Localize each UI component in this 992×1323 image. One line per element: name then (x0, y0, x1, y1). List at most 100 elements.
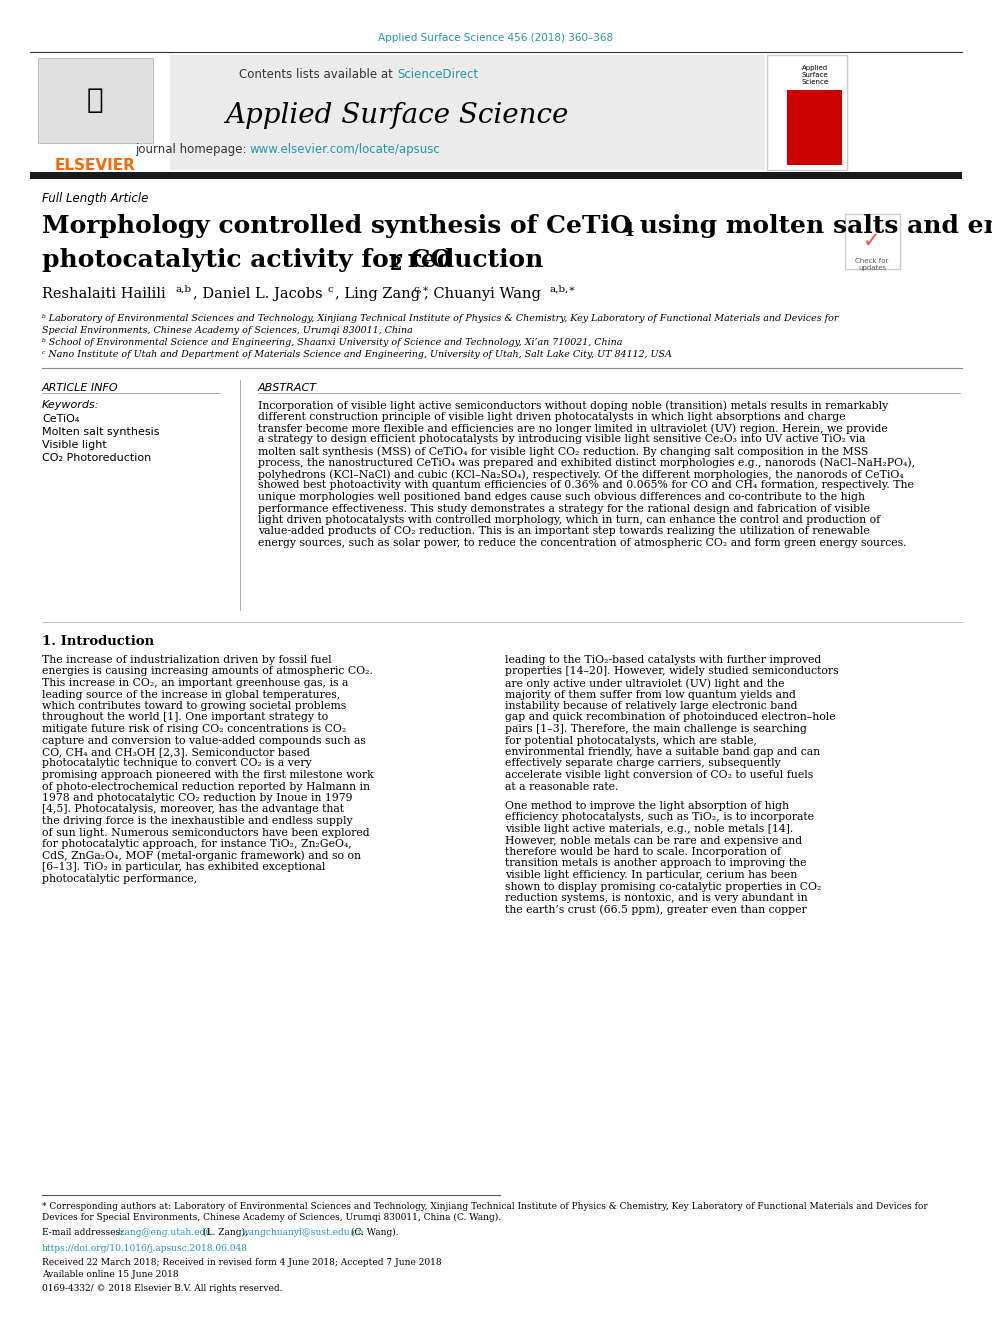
Text: However, noble metals can be rare and expensive and: However, noble metals can be rare and ex… (505, 836, 803, 845)
Bar (30, 56, 170, 169)
Text: majority of them suffer from low quantum yields and: majority of them suffer from low quantum… (505, 689, 796, 700)
Text: process, the nanostructured CeTiO₄ was prepared and exhibited distinct morpholog: process, the nanostructured CeTiO₄ was p… (258, 458, 916, 468)
Text: The increase of industrialization driven by fossil fuel: The increase of industrialization driven… (42, 655, 331, 665)
Text: a strategy to design efficient photocatalysts by introducing visible light sensi: a strategy to design efficient photocata… (258, 434, 865, 445)
Text: visible light efficiency. In particular, cerium has been: visible light efficiency. In particular,… (505, 871, 798, 880)
Bar (30, 172, 962, 179)
Text: environmental friendly, have a suitable band gap and can: environmental friendly, have a suitable … (505, 747, 820, 757)
Text: This increase in CO₂, an important greenhouse gas, is a: This increase in CO₂, an important green… (42, 677, 348, 688)
Text: (L. Zang),: (L. Zang), (200, 1228, 251, 1237)
Text: CeTiO₄: CeTiO₄ (42, 414, 79, 423)
Text: journal homepage:: journal homepage: (135, 143, 250, 156)
Text: Morphology controlled synthesis of CeTiO: Morphology controlled synthesis of CeTiO (42, 214, 632, 238)
Text: Applied Surface Science 456 (2018) 360–368: Applied Surface Science 456 (2018) 360–3… (378, 33, 614, 44)
Text: instability because of relatively large electronic band: instability because of relatively large … (505, 701, 798, 710)
Text: unique morphologies well positioned band edges cause such obvious differences an: unique morphologies well positioned band… (258, 492, 865, 501)
Text: 1. Introduction: 1. Introduction (42, 635, 154, 648)
Text: photocatalytic performance,: photocatalytic performance, (42, 873, 197, 884)
Text: are only active under ultraviolet (UV) light and the: are only active under ultraviolet (UV) l… (505, 677, 785, 688)
Text: , Ling Zang: , Ling Zang (335, 287, 421, 302)
Text: for photocatalytic approach, for instance TiO₂, Zn₂GeO₄,: for photocatalytic approach, for instanc… (42, 839, 352, 849)
Text: Reshalaiti Hailili: Reshalaiti Hailili (42, 287, 166, 302)
Text: efficiency photocatalysts, such as TiO₂, is to incorporate: efficiency photocatalysts, such as TiO₂,… (505, 812, 814, 823)
Text: Keywords:: Keywords: (42, 400, 99, 410)
Text: 🌿: 🌿 (86, 86, 103, 114)
Text: ᵇ Laboratory of Environmental Sciences and Technology, Xinjiang Technical Instit: ᵇ Laboratory of Environmental Sciences a… (42, 314, 838, 323)
Text: 4: 4 (621, 222, 634, 239)
Text: mitigate future risk of rising CO₂ concentrations is CO₂: mitigate future risk of rising CO₂ conce… (42, 724, 346, 734)
Text: Applied Surface Science: Applied Surface Science (225, 102, 568, 130)
Text: effectively separate charge carriers, subsequently: effectively separate charge carriers, su… (505, 758, 781, 769)
Text: [6–13]. TiO₂ in particular, has exhibited exceptional: [6–13]. TiO₂ in particular, has exhibite… (42, 863, 325, 872)
Text: lzang@eng.utah.edu: lzang@eng.utah.edu (118, 1228, 212, 1237)
Text: properties [14–20]. However, widely studied semiconductors: properties [14–20]. However, widely stud… (505, 667, 838, 676)
Text: value-added products of CO₂ reduction. This is an important step towards realizi: value-added products of CO₂ reduction. T… (258, 527, 870, 537)
Text: ᵇ School of Environmental Science and Engineering, Shaanxi University of Science: ᵇ School of Environmental Science and En… (42, 337, 622, 347)
Text: pairs [1–3]. Therefore, the main challenge is searching: pairs [1–3]. Therefore, the main challen… (505, 724, 806, 734)
Text: c: c (328, 284, 333, 294)
Text: reduction systems, is nontoxic, and is very abundant in: reduction systems, is nontoxic, and is v… (505, 893, 807, 904)
Text: Molten salt synthesis: Molten salt synthesis (42, 427, 160, 437)
Text: 2: 2 (390, 255, 403, 274)
Text: https://doi.org/10.1016/j.apsusc.2018.06.048: https://doi.org/10.1016/j.apsusc.2018.06… (42, 1244, 248, 1253)
Text: energies is causing increasing amounts of atmospheric CO₂.: energies is causing increasing amounts o… (42, 667, 373, 676)
Text: ELSEVIER: ELSEVIER (55, 157, 136, 173)
Text: Available online 15 June 2018: Available online 15 June 2018 (42, 1270, 179, 1279)
Bar (767, 56, 847, 169)
Text: www.elsevier.com/locate/apsusc: www.elsevier.com/locate/apsusc (250, 143, 440, 156)
Text: visible light active materials, e.g., noble metals [14].: visible light active materials, e.g., no… (505, 824, 794, 833)
Text: transition metals is another approach to improving the: transition metals is another approach to… (505, 859, 806, 868)
Text: which contributes toward to growing societal problems: which contributes toward to growing soci… (42, 701, 346, 710)
Text: ARTICLE INFO: ARTICLE INFO (42, 382, 119, 393)
Text: 0169-4332/ © 2018 Elsevier B.V. All rights reserved.: 0169-4332/ © 2018 Elsevier B.V. All righ… (42, 1285, 283, 1293)
Text: showed best photoactivity with quantum efficiencies of 0.36% and 0.065% for CO a: showed best photoactivity with quantum e… (258, 480, 914, 491)
Text: Contents lists available at: Contents lists available at (239, 67, 397, 81)
Text: Check for
updates: Check for updates (855, 258, 889, 271)
Text: One method to improve the light absorption of high: One method to improve the light absorpti… (505, 800, 789, 811)
Text: CO, CH₄ and CH₃OH [2,3]. Semiconductor based: CO, CH₄ and CH₃OH [2,3]. Semiconductor b… (42, 747, 310, 757)
Bar (845, 214, 900, 269)
Text: polyhedrons (KCl–NaCl) and cubic (KCl–Na₂SO₄), respectively. Of the different mo: polyhedrons (KCl–NaCl) and cubic (KCl–Na… (258, 468, 904, 479)
Text: Visible light: Visible light (42, 441, 107, 450)
Text: at a reasonable rate.: at a reasonable rate. (505, 782, 618, 791)
Text: the driving force is the inexhaustible and endless supply: the driving force is the inexhaustible a… (42, 816, 352, 826)
Text: throughout the world [1]. One important strategy to: throughout the world [1]. One important … (42, 713, 328, 722)
Text: E-mail addresses:: E-mail addresses: (42, 1228, 126, 1237)
Text: leading source of the increase in global temperatures,: leading source of the increase in global… (42, 689, 340, 700)
Text: * Corresponding authors at: Laboratory of Environmental Sciences and Technology,: * Corresponding authors at: Laboratory o… (42, 1203, 928, 1211)
Text: therefore would be hard to scale. Incorporation of: therefore would be hard to scale. Incorp… (505, 847, 781, 857)
Text: of sun light. Numerous semiconductors have been explored: of sun light. Numerous semiconductors ha… (42, 827, 370, 837)
Bar (38, 58, 153, 143)
Text: performance effectiveness. This study demonstrates a strategy for the rational d: performance effectiveness. This study de… (258, 504, 870, 513)
Text: 1978 and photocatalytic CO₂ reduction by Inoue in 1979: 1978 and photocatalytic CO₂ reduction by… (42, 792, 352, 803)
Text: a,b: a,b (176, 284, 192, 294)
Text: wangchuanyi@sust.edu.cn: wangchuanyi@sust.edu.cn (242, 1228, 364, 1237)
Text: capture and conversion to value-added compounds such as: capture and conversion to value-added co… (42, 736, 366, 745)
Text: (C. Wang).: (C. Wang). (348, 1228, 399, 1237)
Text: ABSTRACT: ABSTRACT (258, 382, 317, 393)
Text: CdS, ZnGa₂O₄, MOF (metal-organic framework) and so on: CdS, ZnGa₂O₄, MOF (metal-organic framewo… (42, 851, 361, 861)
Text: CO₂ Photoreduction: CO₂ Photoreduction (42, 452, 151, 463)
Text: , Chuanyi Wang: , Chuanyi Wang (424, 287, 541, 302)
Text: photocatalytic technique to convert CO₂ is a very: photocatalytic technique to convert CO₂ … (42, 758, 311, 769)
Bar (30, 56, 765, 169)
Text: light driven photocatalysts with controlled morphology, which in turn, can enhan: light driven photocatalysts with control… (258, 515, 880, 525)
Text: Received 22 March 2018; Received in revised form 4 June 2018; Accepted 7 June 20: Received 22 March 2018; Received in revi… (42, 1258, 441, 1267)
Text: transfer become more flexible and efficiencies are no longer limited in ultravio: transfer become more flexible and effici… (258, 423, 888, 434)
Text: ScienceDirect: ScienceDirect (397, 67, 478, 81)
Text: different construction principle of visible light driven photocatalysts in which: different construction principle of visi… (258, 411, 845, 422)
Text: [4,5]. Photocatalysis, moreover, has the advantage that: [4,5]. Photocatalysis, moreover, has the… (42, 804, 344, 815)
Text: using molten salts and enhanced: using molten salts and enhanced (631, 214, 992, 238)
Text: gap and quick recombination of photoinduced electron–hole: gap and quick recombination of photoindu… (505, 713, 835, 722)
Bar (787, 90, 842, 165)
Text: Applied
Surface
Science: Applied Surface Science (802, 65, 828, 85)
Text: energy sources, such as solar power, to reduce the concentration of atmospheric : energy sources, such as solar power, to … (258, 538, 907, 548)
Text: of photo-electrochemical reduction reported by Halmann in: of photo-electrochemical reduction repor… (42, 782, 370, 791)
Text: molten salt synthesis (MSS) of CeTiO₄ for visible light CO₂ reduction. By changi: molten salt synthesis (MSS) of CeTiO₄ fo… (258, 446, 868, 456)
Text: a,b,∗: a,b,∗ (549, 284, 575, 294)
Text: promising approach pioneered with the first milestone work: promising approach pioneered with the fi… (42, 770, 374, 781)
Text: Special Environments, Chinese Academy of Sciences, Urumqi 830011, China: Special Environments, Chinese Academy of… (42, 325, 413, 335)
Text: leading to the TiO₂-based catalysts with further improved: leading to the TiO₂-based catalysts with… (505, 655, 821, 665)
Text: , Daniel L. Jacobs: , Daniel L. Jacobs (193, 287, 322, 302)
Text: c,∗: c,∗ (413, 284, 429, 294)
